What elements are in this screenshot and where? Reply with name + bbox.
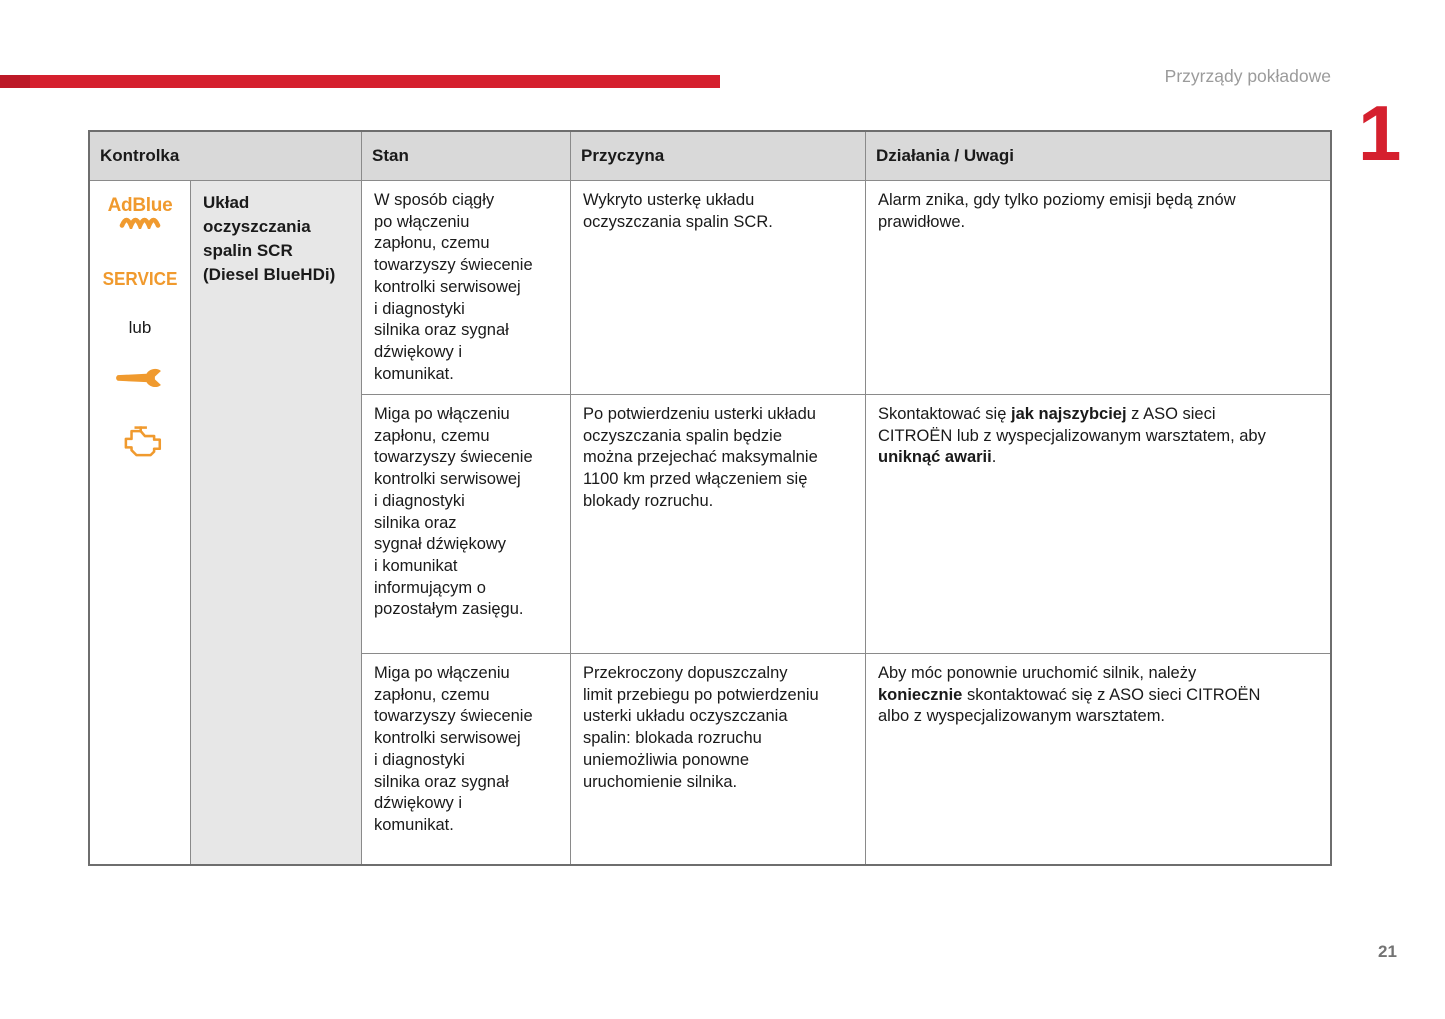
cell-przyczyna-row3: Przekroczony dopuszczalny limit przebieg… (571, 654, 865, 864)
header-cell-stan: Stan (362, 132, 570, 180)
top-red-rule (0, 75, 720, 88)
adblue-warning-lamp: AdBlue (90, 195, 190, 229)
header-cell-przyczyna: Przyczyna (571, 132, 865, 180)
engine-warning-lamp (90, 423, 190, 459)
top-red-rule-tip (0, 75, 30, 88)
adblue-icon: AdBlue (107, 195, 173, 216)
service-warning-lamp: SERVICE (102, 269, 178, 289)
adblue-wave-icon (119, 217, 161, 229)
wrench-warning-lamp (90, 365, 190, 390)
cell-dzialania-row2: Skontaktować się jak najszybciej z ASO s… (866, 395, 1330, 653)
cell-dzialania-row1: Alarm znika, gdy tylko poziomy emisji bę… (866, 181, 1330, 394)
cell-dzialania-row3: Aby móc ponownie uruchomić silnik, należ… (866, 654, 1330, 864)
header-cell-dzialania: Działania / Uwagi (866, 132, 1330, 180)
cell-stan-row1: W sposób ciągły po włączeniu zapłonu, cz… (362, 181, 570, 394)
cell-stan-row3: Miga po włączeniu zapłonu, czemu towarzy… (362, 654, 570, 864)
chapter-number-tab: 1 (1358, 89, 1402, 177)
section-header-title: Przyrządy pokładowe (1164, 66, 1331, 86)
system-name-cell: Układ oczyszczania spalin SCR (Diesel Bl… (191, 181, 361, 864)
cell-przyczyna-row1: Wykryto usterkę układu oczyszczania spal… (571, 181, 865, 394)
engine-icon (124, 426, 162, 457)
wrench-icon (116, 368, 161, 388)
or-label: lub (128, 318, 152, 337)
page-number: 21 (1378, 942, 1397, 961)
indicator-lamps-cell: AdBlue SERVICE lub (90, 181, 190, 864)
warning-lamps-table: Kontrolka Stan Przyczyna Działania / Uwa… (88, 130, 1332, 866)
header-cell-kontrolka: Kontrolka (90, 132, 361, 180)
cell-przyczyna-row2: Po potwierdzeniu usterki układu oczyszcz… (571, 395, 865, 653)
cell-stan-row2: Miga po włączeniu zapłonu, czemu towarzy… (362, 395, 570, 653)
